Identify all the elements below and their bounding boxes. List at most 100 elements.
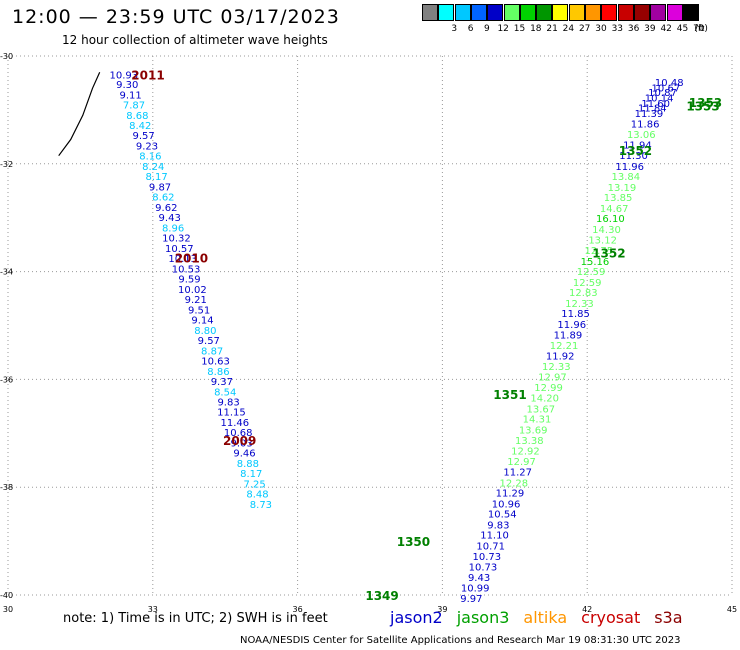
legend-swatch [650,4,667,21]
wave-height-value: 9.23 [136,141,158,152]
wave-height-value: 11.39 [635,109,664,120]
wave-height-value: 10.87 [648,88,677,99]
lon-tick-label: 45 [727,605,737,614]
legend-swatch [666,4,683,21]
wave-height-value: 11.60 [641,99,670,110]
wave-height-value: 14.20 [530,394,559,405]
legend-label: 21 [546,24,558,34]
pass-number-label: 1349 [365,589,398,603]
legend-label: 15 [513,24,526,34]
satellite-label: jason2 [390,608,443,627]
wave-height-value: 10.54 [488,510,517,521]
wave-height-value: 7.87 [123,101,145,112]
wave-height-value: 10.14 [645,94,674,105]
wave-height-value: 9.62 [155,203,177,214]
legend-swatch [470,4,487,21]
wave-height-value: 10.73 [469,562,498,573]
wave-height-value: 9.43 [159,213,181,224]
legend-label: 27 [578,24,591,34]
wave-height-value: 11.96 [557,320,586,331]
wave-height-value: 10.63 [201,357,230,368]
wave-height-value: 11.15 [217,408,246,419]
wave-height-value: 12.59 [573,278,602,289]
legend-label: 3 [451,24,458,34]
wave-height-value: 12.75 [584,246,613,257]
wave-height-value: 8.73 [250,500,272,511]
legend-swatch [568,4,585,21]
wave-height-value: 11.30 [619,151,648,162]
lat-tick-label: -32 [0,160,13,169]
pass-number-label: 1353 [686,100,719,114]
wave-height-value: 9.43 [468,573,490,584]
wave-height-value: 10.57 [165,244,194,255]
wave-height-value: 8.24 [142,162,164,173]
wave-height-value: 8.16 [139,152,161,163]
wave-height-value: 14.31 [523,415,552,426]
wave-height-value: 9.51 [188,305,210,316]
wave-height-value: 10.71 [476,541,505,552]
wave-height-value: 8.17 [146,172,168,183]
wave-height-value: 8.62 [152,193,174,204]
wave-height-value: 8.54 [214,387,236,398]
legend-swatch [682,4,699,21]
satellite-legend: jason2 jason3 altika cryosat s3a [390,608,697,627]
wave-height-value: 9.97 [460,594,482,605]
wave-height-value: 13.85 [604,193,633,204]
legend-unit: (ft) [694,24,708,34]
legend-label: 12 [497,24,509,34]
wave-height-value: 12.33 [565,299,594,310]
legend-label: 45 [676,24,689,34]
wave-height-value: 9.83 [487,520,509,531]
legend-label: 6 [467,24,474,34]
pass-number-label: 1350 [397,535,430,549]
legend-swatch [633,4,650,21]
lon-tick-label: 30 [3,605,13,614]
legend-swatch [503,4,520,21]
legend-swatch [487,4,504,21]
wave-height-value: 9.21 [185,295,207,306]
wave-height-value: 11.29 [496,489,525,500]
lat-tick-label: -38 [0,483,13,492]
pass-number-label: 2009 [223,434,256,448]
wave-height-value: 8.17 [240,469,262,480]
wave-height-value: 10.53 [172,264,201,275]
wave-height-value: 9.57 [198,336,220,347]
legend-label: 30 [595,24,607,34]
pass-number-label: 1352 [592,247,625,261]
wave-height-value: 12.21 [550,341,579,352]
wave-height-value: 9.83 [217,397,239,408]
wave-height-value: 10.02 [178,285,207,296]
wave-height-value: 12.83 [569,288,598,299]
pass-number-label: 1353 [689,96,722,110]
legend-swatch [552,4,569,21]
wave-height-value: 11.27 [503,468,532,479]
footnote: note: 1) Time is in UTC; 2) SWH is in fe… [63,611,328,626]
wave-height-value: 10.99 [461,583,490,594]
legend-label: 33 [611,24,624,34]
lat-tick-label: -30 [0,52,13,61]
wave-height-value: 13.84 [611,172,640,183]
wave-height-value: 11.96 [615,162,644,173]
wave-height-value: 10.93 [110,70,139,81]
wave-height-value: 9.30 [116,80,138,91]
wave-height-value: 15.16 [581,257,610,268]
wave-height-value: 10.68 [224,428,253,439]
pass-number-label: 2011 [131,68,164,82]
legend-swatch [438,4,455,21]
wave-height-value: 11.94 [623,140,652,151]
wave-height-value: 11.86 [631,119,660,130]
satellite-label: cryosat [581,608,641,627]
satellite-label: jason3 [456,608,510,627]
legend-label: 18 [530,24,542,34]
wave-height-value: 9.46 [233,449,255,460]
wave-height-value: 13.12 [588,235,617,246]
wave-height-value: 10.48 [655,78,684,89]
lat-tick-label: -40 [0,591,13,600]
wave-height-value: 11.85 [561,309,590,320]
lat-tick-label: -36 [0,375,13,384]
wave-height-value: 11.46 [221,418,250,429]
wave-height-value: 11.92 [546,352,575,363]
wave-height-value: 13.67 [527,405,556,416]
legend-swatch [536,4,553,21]
